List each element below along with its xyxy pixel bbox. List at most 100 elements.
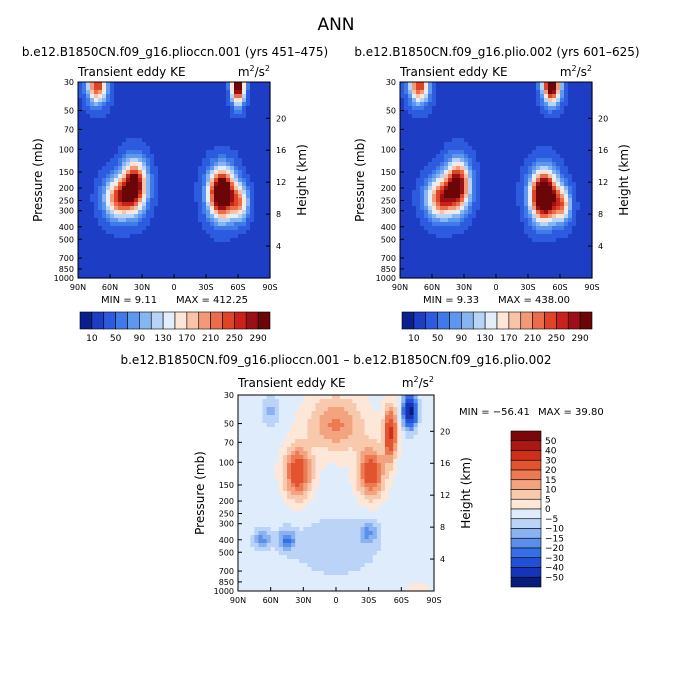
- contour-cell: [78, 154, 83, 159]
- contour-cell: [250, 102, 255, 107]
- contour-cell: [174, 238, 179, 243]
- contour-cell: [484, 190, 489, 195]
- contour-cell: [492, 206, 497, 211]
- contour-cell: [210, 82, 215, 87]
- contour-cell: [142, 102, 147, 107]
- contour-cell: [576, 154, 581, 159]
- contour-cell: [154, 118, 159, 123]
- contour-cell: [158, 186, 163, 191]
- contour-cell: [118, 98, 123, 103]
- contour-cell: [512, 194, 517, 199]
- contour-cell: [400, 178, 405, 183]
- contour-cell: [86, 222, 91, 227]
- contour-cell: [82, 126, 87, 131]
- contour-cell: [146, 114, 151, 119]
- contour-cell: [166, 138, 171, 143]
- contour-cell: [226, 270, 231, 275]
- contour-cell: [568, 178, 573, 183]
- contour-cell: [448, 238, 453, 243]
- contour-cell: [122, 174, 127, 179]
- contour-cell: [460, 90, 465, 95]
- contour-cell: [146, 262, 151, 267]
- contour-cell: [94, 154, 99, 159]
- contour-cell: [432, 178, 437, 183]
- contour-cell: [504, 98, 509, 103]
- contour-cell: [556, 82, 561, 87]
- contour-cell: [86, 106, 91, 111]
- contour-cell: [154, 146, 159, 151]
- contour-cell: [400, 118, 405, 123]
- contour-cell: [130, 122, 135, 127]
- contour-cell: [146, 154, 151, 159]
- contour-cell: [214, 206, 219, 211]
- contour-cell: [158, 258, 163, 263]
- contour-cell: [429, 399, 435, 404]
- contour-cell: [464, 270, 469, 275]
- contour-cell: [520, 274, 525, 279]
- contour-cell: [250, 270, 255, 275]
- contour-cell: [82, 202, 87, 207]
- contour-cell: [400, 254, 405, 259]
- contour-cell: [178, 102, 183, 107]
- contour-cell: [588, 134, 593, 139]
- contour-cell: [536, 90, 541, 95]
- contour-cell: [206, 114, 211, 119]
- contour-cell: [580, 214, 585, 219]
- contour-cell: [528, 94, 533, 99]
- contour-cell: [134, 118, 139, 123]
- contour-cell: [500, 190, 505, 195]
- contour-cell: [484, 94, 489, 99]
- contour-cell: [238, 403, 243, 408]
- contour-cell: [572, 142, 577, 147]
- contour-cell: [122, 138, 127, 143]
- contour-cell: [588, 226, 593, 231]
- contour-cell: [258, 178, 263, 183]
- contour-cell: [508, 150, 513, 155]
- contour-cell: [472, 130, 477, 135]
- contour-cell: [222, 218, 227, 223]
- contour-cell: [476, 238, 481, 243]
- contour-cell: [166, 198, 171, 203]
- contour-cell: [166, 230, 171, 235]
- contour-cell: [504, 182, 509, 187]
- contour-cell: [464, 198, 469, 203]
- contour-cell: [376, 399, 382, 404]
- contour-cell: [254, 142, 259, 147]
- contour-cell: [408, 166, 413, 171]
- contour-cell: [250, 130, 255, 135]
- contour-cell: [86, 210, 91, 215]
- contour-cell: [416, 230, 421, 235]
- contour-cell: [428, 166, 433, 171]
- contour-cell: [210, 214, 215, 219]
- contour-cell: [456, 190, 461, 195]
- contour-cell: [476, 158, 481, 163]
- contour-cell: [540, 246, 545, 251]
- contour-cell: [504, 194, 509, 199]
- min-stat: MIN = 9.33: [423, 295, 479, 306]
- contour-cell: [134, 182, 139, 187]
- contour-cell: [86, 202, 91, 207]
- contour-cell: [492, 142, 497, 147]
- contour-cell: [174, 230, 179, 235]
- contour-cell: [460, 234, 465, 239]
- contour-cell: [142, 254, 147, 259]
- contour-cell: [456, 178, 461, 183]
- contour-cell: [452, 226, 457, 231]
- contour-cell: [436, 118, 441, 123]
- contour-cell: [476, 134, 481, 139]
- contour-cell: [122, 142, 127, 147]
- contour-cell: [86, 194, 91, 199]
- contour-cell: [444, 118, 449, 123]
- contour-cell: [436, 198, 441, 203]
- contour-cell: [416, 126, 421, 131]
- contour-cell: [234, 162, 239, 167]
- contour-cell: [206, 202, 211, 207]
- contour-cell: [560, 270, 565, 275]
- contour-cell: [106, 270, 111, 275]
- contour-cell: [250, 138, 255, 143]
- contour-cell: [98, 206, 103, 211]
- contour-cell: [174, 94, 179, 99]
- colorbar-label: 290: [250, 334, 267, 344]
- contour-cell: [250, 266, 255, 271]
- contour-cell: [234, 150, 239, 155]
